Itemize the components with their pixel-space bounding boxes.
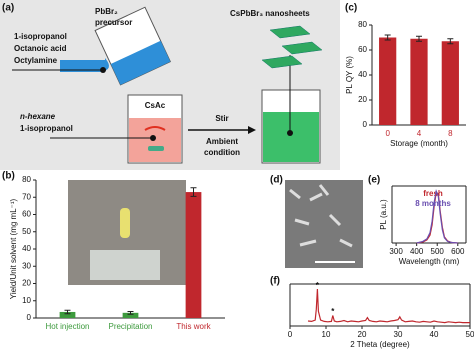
solvent-label: n-hexane — [20, 112, 56, 121]
y-tick-label: 30 — [22, 261, 31, 270]
bar — [59, 311, 76, 318]
y-tick-label: 80 — [22, 175, 31, 184]
bar — [410, 38, 428, 125]
y-tick-label: 50 — [22, 227, 31, 236]
annotation: * — [331, 307, 335, 316]
y-tick-label: 0 — [363, 120, 368, 129]
y-tick-label: 60 — [358, 45, 367, 54]
x-tick-label: Precipitation — [108, 322, 152, 331]
precursor-label: PbBr₂ — [95, 7, 118, 16]
x-tick-label: This work — [176, 322, 211, 331]
x-axis-label: 2 Theta (degree) — [350, 340, 410, 349]
x-tick-label: 500 — [431, 247, 445, 256]
condition-label: condition — [204, 148, 240, 157]
line — [416, 189, 458, 244]
legend-entry: fresh — [423, 189, 443, 198]
solvent-label: Octanoic acid — [14, 44, 67, 53]
precursor-liquid — [110, 40, 171, 85]
product-liquid — [263, 112, 319, 162]
error-bar — [64, 309, 71, 315]
balance-display — [90, 250, 160, 280]
legend-entry: 8 months — [415, 199, 451, 208]
y-axis-label: PL QY (%) — [345, 56, 354, 94]
panel-label: (a) — [2, 3, 14, 14]
x-tick-label: Hot injection — [45, 322, 89, 331]
x-axis-label: Wavelength (nm) — [399, 257, 460, 266]
x-tick-label: 30 — [394, 330, 403, 339]
solvent-label: 1-isopropanol — [20, 124, 73, 133]
x-tick-label: 400 — [410, 247, 424, 256]
bar — [441, 41, 459, 125]
schematic — [12, 6, 323, 164]
x-tick-label: 20 — [358, 330, 367, 339]
solvent-label: Octylamine — [14, 56, 58, 65]
bar — [379, 37, 397, 125]
condition-label: Ambient — [206, 137, 238, 146]
panel-label: (e) — [368, 175, 380, 186]
x-tick-label: 0 — [385, 129, 390, 138]
x-tick-label: 600 — [451, 247, 465, 256]
panel-label: (d) — [270, 175, 283, 186]
error-bar — [190, 187, 197, 197]
tem-texture — [289, 184, 353, 248]
x-tick-label: 300 — [389, 247, 403, 256]
error-bar — [447, 38, 454, 45]
precursor-label: precursor — [95, 18, 132, 27]
solvent-label: 1-isopropanol — [14, 32, 67, 41]
step-label: Stir — [215, 114, 228, 123]
error-bar — [127, 310, 134, 315]
stir-mark — [144, 126, 166, 131]
y-tick-label: 70 — [22, 192, 31, 201]
x-tick-label: 10 — [322, 330, 331, 339]
annotation: * — [316, 281, 320, 290]
precursor-stream — [60, 58, 109, 72]
x-axis-label: Storage (month) — [390, 139, 448, 148]
line — [307, 288, 470, 324]
bar — [185, 192, 202, 318]
y-axis-label: PL (a.u.) — [379, 199, 388, 230]
error-bar — [416, 35, 422, 42]
x-tick-label: 0 — [288, 330, 293, 339]
x-tick-label: 50 — [466, 330, 474, 339]
y-tick-label: 40 — [22, 244, 31, 253]
y-tick-label: 60 — [22, 210, 31, 219]
x-tick-label: 8 — [448, 129, 453, 138]
y-axis-label: Yield/Unit solvent (mg mL⁻¹) — [9, 198, 18, 299]
nanosheets — [261, 25, 323, 69]
y-tick-label: 40 — [358, 70, 367, 79]
panel-label: (c) — [345, 3, 357, 14]
salt-label: CsAc — [145, 101, 166, 110]
y-tick-label: 10 — [22, 296, 31, 305]
panel-label: (b) — [2, 171, 15, 182]
x-tick-label: 4 — [417, 129, 422, 138]
bar — [122, 312, 139, 318]
tem-image — [285, 180, 363, 268]
y-tick-label: 0 — [27, 313, 32, 322]
y-tick-label: 80 — [358, 20, 367, 29]
x-tick-label: 40 — [430, 330, 439, 339]
vial — [120, 208, 130, 238]
product-label: CsPbBr₃ nanosheets — [230, 9, 310, 18]
panel-label: (f) — [270, 276, 280, 287]
y-tick-label: 20 — [358, 95, 367, 104]
y-tick-label: 20 — [22, 279, 31, 288]
stir-bar — [148, 146, 164, 151]
error-bar — [384, 34, 391, 41]
arrow-head — [248, 126, 256, 134]
